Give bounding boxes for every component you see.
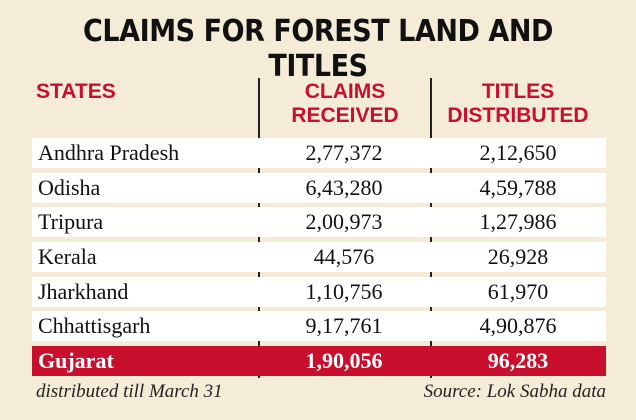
state-cell: Gujarat	[38, 348, 114, 374]
titles-cell: 2,12,650	[479, 140, 557, 165]
state-cell: Andhra Pradesh	[38, 140, 180, 165]
claims-cell: 2,00,973	[305, 209, 383, 235]
titles-cell: 4,90,876	[479, 313, 557, 339]
page-title: CLAIMS FOR FOREST LAND AND TITLES	[83, 14, 553, 84]
table-row: Andhra Pradesh 2,77,372 2,12,650	[32, 138, 606, 168]
table-row: Tripura 2,00,973 1,27,986	[32, 207, 606, 238]
table-row: Kerala 44,576 26,928	[32, 242, 606, 273]
claims-cell: 2,77,372	[305, 140, 383, 165]
table-row: Jharkhand 1,10,756 61,970	[32, 276, 606, 307]
claims-cell: 1,10,756	[305, 278, 383, 304]
titles-cell: 26,928	[487, 244, 549, 270]
table-row: Chhattisgarh 9,17,761 4,90,876	[32, 311, 606, 342]
state-cell: Kerala	[38, 244, 97, 270]
state-cell: Tripura	[38, 209, 104, 235]
table-body: Andhra Pradesh 2,77,372 2,12,650 Odisha …	[32, 138, 606, 381]
header-states: STATES	[36, 80, 116, 103]
table-row-highlighted: Gujarat 1,90,056 96,283	[32, 346, 606, 377]
header-titles: TITLES DISTRIBUTED	[430, 80, 606, 128]
header-claims-line1: CLAIMS	[304, 80, 386, 103]
titles-cell: 96,283	[487, 348, 549, 374]
header-titles-line1: TITLES	[481, 80, 555, 103]
claims-cell: 6,43,280	[305, 174, 383, 200]
state-cell: Chhattisgarh	[38, 313, 151, 339]
source-note: Source: Lok Sabha data	[423, 381, 606, 402]
titles-cell: 61,970	[487, 278, 549, 304]
titles-cell: 4,59,788	[479, 174, 557, 200]
claims-cell: 9,17,761	[305, 313, 383, 339]
claims-cell: 44,576	[313, 244, 375, 270]
header-claims-line2: RECEIVED	[291, 104, 399, 127]
table-row: Odisha 6,43,280 4,59,788	[32, 172, 606, 203]
claims-cell: 1,90,056	[305, 348, 383, 374]
footnote: distributed till March 31	[36, 381, 223, 402]
state-cell: Jharkhand	[38, 278, 129, 304]
titles-cell: 1,27,986	[479, 209, 557, 235]
header-claims: CLAIMS RECEIVED	[260, 80, 430, 128]
header-titles-line2: DISTRIBUTED	[447, 104, 589, 127]
state-cell: Odisha	[38, 174, 101, 200]
